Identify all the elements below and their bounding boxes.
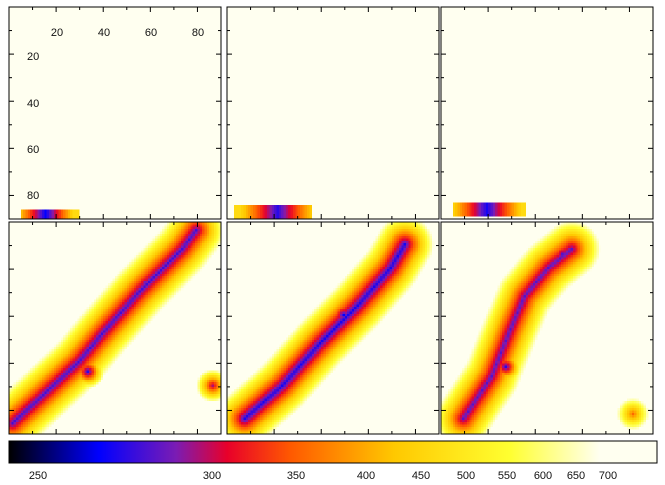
- colorbar-tick-label: 350: [287, 470, 305, 482]
- colorbar-tick-label: 650: [567, 470, 585, 482]
- panel-frame: [8, 221, 222, 435]
- panel-frame: [226, 221, 440, 435]
- panel-frame: [8, 6, 222, 220]
- heatmap-panel: [440, 221, 654, 435]
- x-tick-label: 60: [145, 27, 157, 39]
- heatmap-panel: [8, 221, 222, 435]
- x-tick-label: 20: [51, 27, 63, 39]
- y-tick-label: 40: [27, 98, 39, 110]
- colorbar-tick-label: 600: [534, 470, 552, 482]
- heatmap-image: [227, 222, 439, 434]
- x-tick-label: 40: [98, 27, 110, 39]
- panel-frame: [440, 6, 654, 220]
- y-tick-label: 60: [27, 144, 39, 156]
- colorbar-tick-label: 400: [357, 470, 375, 482]
- heatmap-image: [9, 222, 221, 434]
- heatmap-panel: [226, 221, 440, 435]
- heatmap-image: [227, 7, 439, 219]
- axis-tick-labels: 20 40 60 80 20 40 60 80: [27, 27, 204, 202]
- panel-frame: [226, 6, 440, 220]
- heatmap-image: [441, 222, 653, 434]
- colorbar-tick-labels: 250 300 350 400 450 500 550 600 650 700: [29, 470, 617, 482]
- y-tick-label: 20: [27, 51, 39, 63]
- colorbar-frame: [8, 440, 658, 464]
- colorbar-tick-label: 550: [498, 470, 516, 482]
- colorbar-tick-label: 250: [29, 470, 47, 482]
- heatmap-panel: [8, 6, 222, 220]
- panel-grid: [8, 6, 654, 435]
- heatmap-panel: [226, 6, 440, 220]
- colorbar-tick-label: 450: [412, 470, 430, 482]
- panel-frame: [440, 221, 654, 435]
- heatmap-panel: [440, 6, 654, 220]
- heatmap-image: [441, 7, 653, 219]
- heatmap-image: [9, 7, 221, 219]
- y-tick-label: 80: [27, 190, 39, 202]
- colorbar: [8, 440, 658, 464]
- colorbar-gradient: [9, 441, 657, 463]
- colorbar-tick-label: 500: [457, 470, 475, 482]
- x-tick-label: 80: [192, 27, 204, 39]
- colorbar-tick-label: 700: [599, 470, 617, 482]
- colorbar-tick-label: 300: [203, 470, 221, 482]
